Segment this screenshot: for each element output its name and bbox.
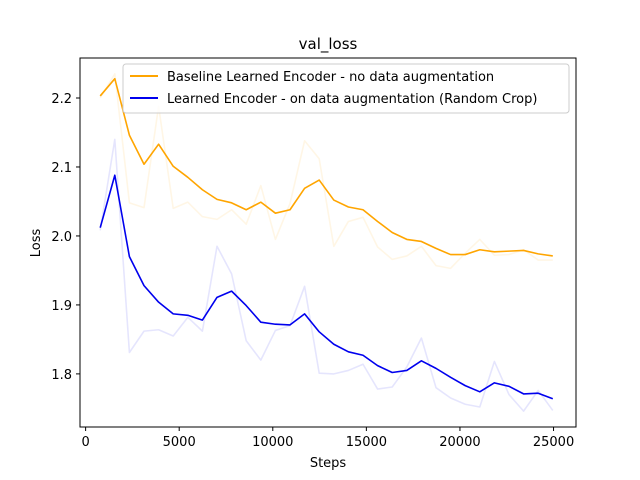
raw-series-line-0 bbox=[99, 73, 553, 270]
smoothed-series-line-1 bbox=[99, 174, 554, 400]
y-tick-label: 1.9 bbox=[51, 299, 72, 314]
y-axis-label: Loss bbox=[29, 229, 44, 258]
smoothed-series-lines bbox=[99, 77, 554, 400]
raw-series-line-1 bbox=[99, 138, 554, 412]
x-axis-label: Steps bbox=[310, 456, 347, 471]
legend-label-baseline: Baseline Learned Encoder - no data augme… bbox=[167, 70, 494, 85]
y-axis: 1.8 1.9 2.0 2.1 2.2 bbox=[51, 92, 80, 383]
x-tick-label: 10000 bbox=[252, 435, 293, 450]
smoothed-series-line-0 bbox=[99, 77, 553, 257]
y-tick-label: 2.1 bbox=[51, 161, 72, 176]
x-tick-label: 25000 bbox=[533, 435, 574, 450]
x-tick-label: 20000 bbox=[439, 435, 480, 450]
legend-box bbox=[122, 63, 570, 114]
chart-title: val_loss bbox=[299, 35, 358, 54]
y-tick-label: 2.0 bbox=[51, 230, 72, 245]
x-tick-label: 5000 bbox=[163, 435, 196, 450]
y-tick-label: 1.8 bbox=[51, 368, 72, 383]
legend-label-augmented: Learned Encoder - on data augmentation (… bbox=[167, 92, 537, 107]
x-tick-label: 0 bbox=[81, 435, 89, 450]
legend: Baseline Learned Encoder - no data augme… bbox=[122, 63, 570, 114]
plot-frame bbox=[79, 57, 577, 428]
x-tick-label: 15000 bbox=[346, 435, 387, 450]
y-tick-label: 2.2 bbox=[51, 92, 72, 107]
raw-series-lines bbox=[99, 73, 554, 412]
x-axis: 0 5000 10000 15000 20000 25000 bbox=[81, 427, 574, 450]
plot-area bbox=[99, 73, 554, 412]
